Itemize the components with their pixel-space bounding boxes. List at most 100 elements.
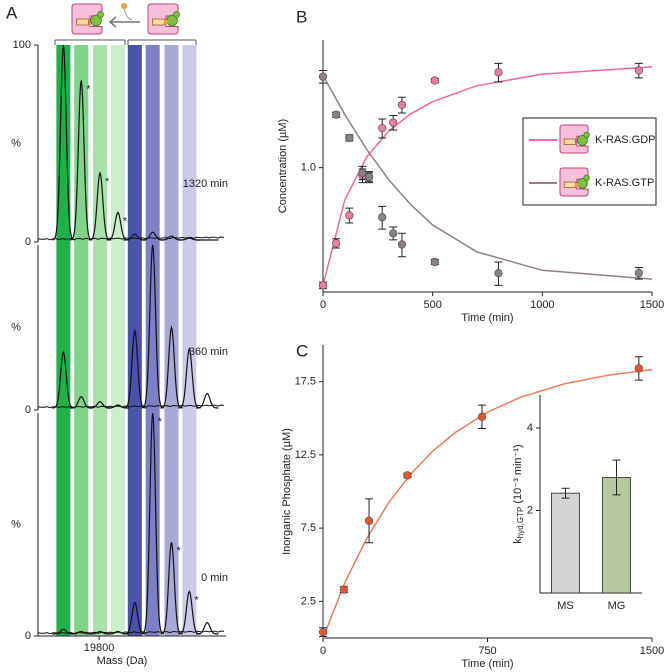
x-tick-label: 19800: [84, 642, 115, 654]
y-tick-label: 17.5: [295, 376, 316, 388]
spectrum-label: 0 min: [201, 572, 228, 584]
effector: [97, 11, 104, 18]
x-tick-label: 1500: [640, 299, 664, 311]
fit-line: [322, 66, 653, 286]
peak-annotation: *: [86, 83, 91, 95]
y-tick-label: 0: [25, 630, 31, 642]
effector: [583, 131, 590, 138]
data-point: [378, 213, 387, 222]
protein-icon: [71, 3, 104, 35]
schematic: [54, 3, 197, 45]
peak: [70, 630, 93, 635]
phosphate-icon: [121, 3, 127, 9]
effector: [583, 174, 590, 181]
peak: [70, 396, 93, 409]
data-point: [494, 68, 503, 77]
nucleotide: [563, 181, 576, 188]
bar: [551, 492, 580, 594]
panel-label: A: [6, 3, 18, 22]
peak-annotation: *: [176, 545, 181, 557]
data-point: [430, 76, 439, 85]
peak: [160, 325, 183, 409]
peak: [52, 350, 75, 409]
x-tick-label: 1500: [640, 645, 664, 657]
spectrum-label: 1320 min: [183, 178, 228, 190]
data-point: [364, 172, 374, 182]
peak: [123, 601, 146, 635]
arrow: [123, 7, 133, 21]
protein-icon: [559, 124, 590, 154]
data-point: [389, 229, 398, 238]
peak: [70, 80, 93, 241]
y-tick-label: 4: [527, 422, 533, 434]
data-point: [345, 133, 354, 143]
y-axis-label: %: [11, 518, 21, 530]
y-tick-label: 12.5: [295, 449, 316, 461]
x-tick-label: MS: [557, 600, 574, 612]
y-axis-label: khyd,GTP (10⁻³ min⁻¹): [512, 444, 525, 543]
data-point: [364, 516, 374, 525]
protein-icon: [559, 167, 590, 197]
y-tick-label: 100: [13, 39, 31, 51]
data-point: [494, 269, 503, 278]
data-point: [358, 168, 367, 177]
data-point: [318, 281, 328, 290]
x-tick-label: 750: [478, 645, 496, 657]
y-tick-label: 2: [527, 504, 533, 516]
peak-annotation: *: [105, 176, 110, 188]
data-point: [378, 124, 387, 133]
nucleotide: [152, 18, 165, 26]
panel-label: C: [296, 341, 308, 360]
data-point: [318, 628, 328, 637]
peak: [141, 412, 164, 635]
data-point: [345, 211, 354, 220]
peak: [178, 590, 201, 635]
phosphate: [574, 182, 579, 187]
fit-line: [322, 75, 653, 280]
peak-annotation: *: [158, 416, 163, 428]
x-tick-label: 0: [320, 299, 326, 311]
band: [127, 45, 142, 636]
y-label-sub: hyd,GTP: [516, 507, 525, 539]
data-point: [634, 269, 643, 278]
data-point: [318, 72, 328, 81]
peak: [178, 347, 201, 409]
peak: [141, 231, 164, 241]
band: [182, 45, 197, 636]
band: [110, 45, 125, 636]
phosphate: [163, 19, 169, 25]
baseline-trace: [37, 404, 225, 409]
data-point: [389, 118, 398, 127]
protein-icon: [147, 3, 180, 35]
effector: [90, 14, 102, 27]
y-axis-label: Concentration (µM): [277, 119, 289, 213]
band: [74, 45, 89, 636]
data-point: [430, 257, 439, 267]
fit-line: [322, 368, 653, 639]
x-axis-label: Time (min): [461, 658, 513, 670]
peak: [106, 211, 130, 241]
band: [93, 45, 108, 636]
data-point: [397, 100, 407, 109]
baseline-trace: [37, 236, 225, 241]
x-tick-label: 0: [320, 645, 326, 657]
y-tick-label: 1.0: [301, 162, 316, 174]
data-point: [332, 110, 341, 119]
legend-box: [522, 117, 657, 206]
peak-annotation: *: [194, 594, 199, 606]
peak: [123, 328, 147, 409]
y-tick-label: 2.5: [301, 595, 316, 607]
x-tick-label: 1000: [530, 299, 554, 311]
data-point: [477, 412, 487, 421]
nucleotide: [76, 18, 89, 26]
y-tick-label: 0: [25, 404, 31, 416]
band: [164, 45, 179, 636]
peak: [160, 542, 183, 635]
error-bar: [612, 459, 621, 496]
y-axis-label: Inorganic Phosphate (µM): [281, 428, 293, 555]
band: [145, 45, 160, 636]
peak: [52, 44, 75, 241]
x-tick-label: 500: [423, 299, 441, 311]
y-axis-label: %: [11, 321, 21, 333]
